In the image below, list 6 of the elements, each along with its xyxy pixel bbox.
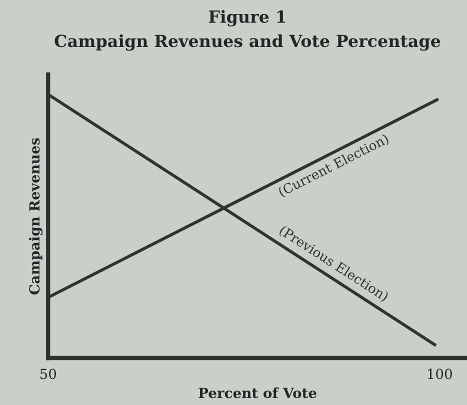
x-tick-label: 100	[428, 368, 452, 380]
chart-subtitle: Campaign Revenues and Vote Percentage	[54, 34, 440, 51]
x-tick-label: 50	[40, 368, 56, 380]
y-axis-title: Campaign Revenues	[28, 138, 43, 294]
x-axis-title: Percent of Vote	[198, 387, 316, 398]
chart-title: Figure 1	[208, 10, 286, 26]
